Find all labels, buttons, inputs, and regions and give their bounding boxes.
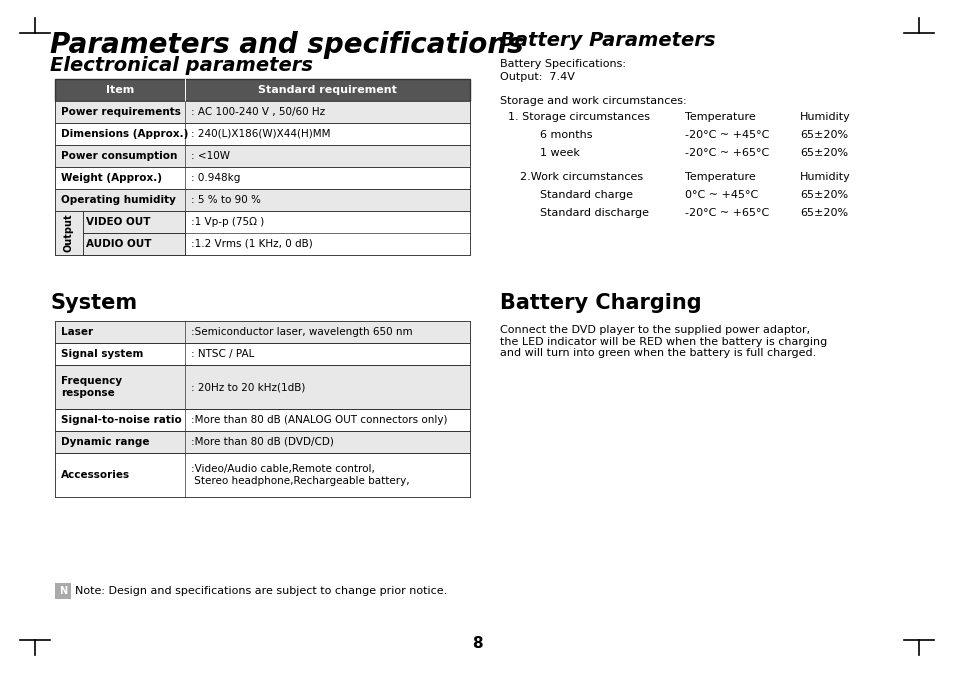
Text: : NTSC / PAL: : NTSC / PAL bbox=[191, 349, 254, 359]
Text: 1. Storage circumstances: 1. Storage circumstances bbox=[507, 112, 649, 122]
Text: Output:  7.4V: Output: 7.4V bbox=[499, 72, 575, 82]
Text: : 20Hz to 20 kHz(1dB): : 20Hz to 20 kHz(1dB) bbox=[191, 382, 305, 392]
Text: N: N bbox=[59, 586, 67, 596]
Bar bbox=[55, 79, 470, 101]
Text: Temperature: Temperature bbox=[684, 112, 755, 122]
Text: Power requirements: Power requirements bbox=[61, 107, 181, 117]
Text: Item: Item bbox=[106, 85, 134, 95]
Text: Storage and work circumstances:: Storage and work circumstances: bbox=[499, 96, 686, 106]
Bar bbox=[55, 167, 470, 189]
Text: -20°C ~ +65°C: -20°C ~ +65°C bbox=[684, 148, 768, 158]
Bar bbox=[55, 145, 470, 167]
Text: 65±20%: 65±20% bbox=[800, 190, 847, 200]
Text: 6 months: 6 months bbox=[539, 130, 592, 140]
Text: 65±20%: 65±20% bbox=[800, 148, 847, 158]
Bar bbox=[55, 431, 470, 453]
Text: Standard requirement: Standard requirement bbox=[258, 85, 396, 95]
Text: -20°C ~ +65°C: -20°C ~ +65°C bbox=[684, 208, 768, 218]
Text: Electronical parameters: Electronical parameters bbox=[50, 56, 313, 75]
Bar bbox=[83, 233, 185, 255]
Text: : <10W: : <10W bbox=[191, 151, 230, 161]
Text: :Semiconductor laser, wavelength 650 nm: :Semiconductor laser, wavelength 650 nm bbox=[191, 327, 413, 337]
Text: :Video/Audio cable,Remote control,
 Stereo headphone,Rechargeable battery,: :Video/Audio cable,Remote control, Stere… bbox=[191, 464, 409, 486]
Text: 8: 8 bbox=[471, 635, 482, 651]
Bar bbox=[55, 453, 470, 497]
Text: Connect the DVD player to the supplied power adaptor,
the LED indicator will be : Connect the DVD player to the supplied p… bbox=[499, 325, 826, 358]
Text: VIDEO OUT: VIDEO OUT bbox=[86, 217, 151, 227]
Text: -20°C ~ +45°C: -20°C ~ +45°C bbox=[684, 130, 768, 140]
Text: Accessories: Accessories bbox=[61, 470, 130, 480]
Text: Temperature: Temperature bbox=[684, 172, 755, 182]
Text: : AC 100-240 V , 50/60 Hz: : AC 100-240 V , 50/60 Hz bbox=[191, 107, 325, 117]
Text: Battery Specifications:: Battery Specifications: bbox=[499, 59, 625, 69]
Text: 65±20%: 65±20% bbox=[800, 208, 847, 218]
Text: : 0.948kg: : 0.948kg bbox=[191, 173, 240, 183]
Text: 0°C ~ +45°C: 0°C ~ +45°C bbox=[684, 190, 758, 200]
Bar bbox=[83, 211, 185, 233]
Text: Laser: Laser bbox=[61, 327, 93, 337]
Bar bbox=[55, 583, 71, 599]
Text: Dimensions (Approx.): Dimensions (Approx.) bbox=[61, 129, 188, 139]
Text: :More than 80 dB (ANALOG OUT connectors only): :More than 80 dB (ANALOG OUT connectors … bbox=[191, 415, 447, 425]
Bar bbox=[55, 211, 470, 255]
Bar bbox=[55, 211, 83, 255]
Text: Battery Parameters: Battery Parameters bbox=[499, 31, 715, 50]
Bar bbox=[55, 409, 470, 431]
Bar bbox=[55, 365, 470, 409]
Text: :More than 80 dB (DVD/CD): :More than 80 dB (DVD/CD) bbox=[191, 437, 334, 447]
Text: : 5 % to 90 %: : 5 % to 90 % bbox=[191, 195, 260, 205]
Bar bbox=[55, 321, 470, 343]
Text: Humidity: Humidity bbox=[800, 172, 850, 182]
Text: Power consumption: Power consumption bbox=[61, 151, 177, 161]
Text: 1 week: 1 week bbox=[539, 148, 579, 158]
Text: Battery Charging: Battery Charging bbox=[499, 293, 700, 313]
Bar bbox=[55, 101, 470, 123]
Text: System: System bbox=[50, 293, 137, 313]
Text: Signal system: Signal system bbox=[61, 349, 143, 359]
Text: Parameters and specifications: Parameters and specifications bbox=[50, 31, 523, 59]
Text: :1 Vp-p (75Ω ): :1 Vp-p (75Ω ) bbox=[191, 217, 264, 227]
Text: Output: Output bbox=[64, 214, 74, 252]
Text: Signal-to-noise ratio: Signal-to-noise ratio bbox=[61, 415, 182, 425]
Text: Standard discharge: Standard discharge bbox=[539, 208, 648, 218]
Text: :1.2 Vrms (1 KHz, 0 dB): :1.2 Vrms (1 KHz, 0 dB) bbox=[191, 239, 313, 249]
Bar bbox=[55, 343, 470, 365]
Text: Note: Design and specifications are subject to change prior notice.: Note: Design and specifications are subj… bbox=[75, 586, 447, 596]
Text: Humidity: Humidity bbox=[800, 112, 850, 122]
Text: Dynamic range: Dynamic range bbox=[61, 437, 150, 447]
Text: Weight (Approx.): Weight (Approx.) bbox=[61, 173, 162, 183]
Text: Standard charge: Standard charge bbox=[539, 190, 633, 200]
Text: Operating humidity: Operating humidity bbox=[61, 195, 175, 205]
Text: AUDIO OUT: AUDIO OUT bbox=[86, 239, 152, 249]
Bar bbox=[55, 189, 470, 211]
Bar bbox=[55, 123, 470, 145]
Text: 65±20%: 65±20% bbox=[800, 130, 847, 140]
Text: 2.Work circumstances: 2.Work circumstances bbox=[519, 172, 642, 182]
Text: : 240(L)X186(W)X44(H)MM: : 240(L)X186(W)X44(H)MM bbox=[191, 129, 330, 139]
Text: Frequency
response: Frequency response bbox=[61, 376, 122, 398]
